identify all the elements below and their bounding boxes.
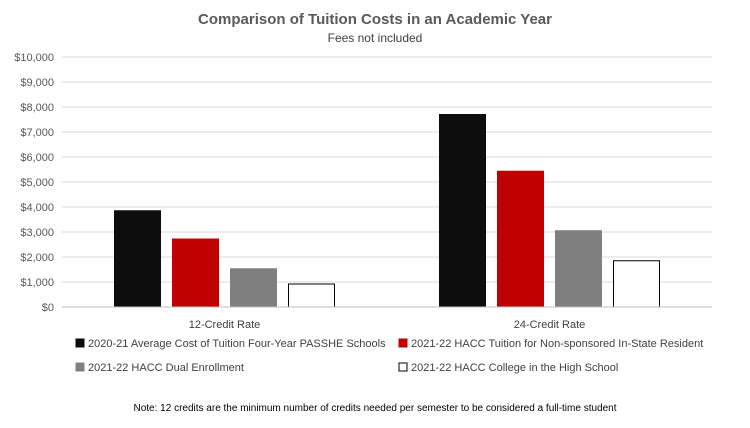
- y-tick-label: $3,000: [20, 227, 54, 239]
- bar: [114, 210, 161, 308]
- chart-title: Comparison of Tuition Costs in an Academ…: [198, 11, 552, 28]
- y-tick-label: $9,000: [20, 77, 54, 89]
- legend-swatch: [75, 338, 85, 348]
- chart-note: Note: 12 credits are the minimum number …: [133, 403, 616, 414]
- bars: [114, 114, 660, 308]
- x-axis-labels: 12-Credit Rate 24-Credit Rate: [189, 319, 586, 331]
- chart-subtitle: Fees not included: [328, 31, 423, 45]
- y-tick-label: $0: [42, 302, 54, 314]
- legend: 2020-21 Average Cost of Tuition Four-Yea…: [75, 338, 703, 374]
- x-tick-label: 24-Credit Rate: [514, 319, 586, 331]
- bar: [497, 170, 544, 308]
- x-tick-label: 12-Credit Rate: [189, 319, 261, 331]
- legend-swatch: [398, 338, 408, 348]
- legend-label: 2021-22 HACC Tuition for Non-sponsored I…: [411, 338, 703, 350]
- bar: [172, 238, 219, 308]
- bar: [288, 283, 335, 308]
- bar: [439, 114, 486, 308]
- y-tick-label: $1,000: [20, 277, 54, 289]
- y-tick-label: $4,000: [20, 202, 54, 214]
- legend-swatch: [398, 362, 408, 372]
- gridlines: [62, 56, 712, 283]
- y-tick-label: $8,000: [20, 102, 54, 114]
- bar: [613, 260, 660, 308]
- y-axis-ticks: $0 $1,000 $2,000 $3,000 $4,000 $5,000 $6,000 $7…: [14, 52, 54, 314]
- bar: [555, 230, 602, 308]
- legend-label: 2021-22 HACC Dual Enrollment: [88, 362, 244, 374]
- y-tick-label: $10,000: [14, 52, 54, 64]
- y-tick-label: $2,000: [20, 252, 54, 264]
- bar: [230, 268, 277, 308]
- y-tick-label: $7,000: [20, 127, 54, 139]
- y-tick-label: $5,000: [20, 177, 54, 189]
- y-tick-label: $6,000: [20, 152, 54, 164]
- legend-label: 2020-21 Average Cost of Tuition Four-Yea…: [88, 338, 386, 350]
- legend-swatch: [75, 362, 85, 372]
- legend-label: 2021-22 HACC College in the High School: [411, 362, 618, 374]
